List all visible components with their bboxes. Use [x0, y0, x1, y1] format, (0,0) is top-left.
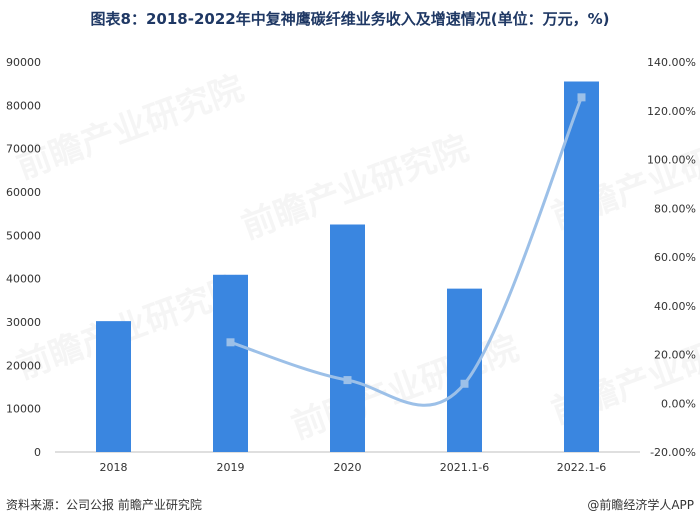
growth-point	[343, 376, 352, 385]
y-left-tick-label: 40000	[6, 273, 41, 286]
y-right-tick-label: 0.00%	[661, 397, 696, 410]
y-right-tick-label: 40.00%	[654, 300, 696, 313]
x-tick-label: 2020	[334, 461, 362, 474]
growth-line	[230, 96, 583, 407]
source-text: 资料来源：公司公报 前瞻产业研究院	[6, 498, 202, 512]
y-right-tick-label: -20.00%	[650, 446, 696, 459]
growth-point	[577, 93, 586, 102]
y-left-tick-label: 50000	[6, 229, 41, 242]
y-left-tick-label: 10000	[6, 403, 41, 416]
y-right-tick-label: 80.00%	[654, 202, 696, 215]
brand-text: @前瞻经济学人APP	[587, 498, 694, 512]
x-tick-label: 2018	[100, 461, 128, 474]
bar	[564, 81, 599, 452]
x-tick-label: 2022.1-6	[557, 461, 606, 474]
x-tick-label: 2021.1-6	[440, 461, 489, 474]
bar	[213, 274, 248, 452]
growth-point	[226, 338, 235, 347]
chart-title: 图表8：2018-2022年中复神鹰碳纤维业务收入及增速情况(单位：万元，%)	[90, 10, 610, 28]
y-left-tick-label: 20000	[6, 359, 41, 372]
y-left-tick-label: 0	[34, 446, 41, 459]
y-left-tick-label: 80000	[6, 99, 41, 112]
y-right-tick-label: 20.00%	[654, 349, 696, 362]
y-left-tick-label: 60000	[6, 186, 41, 199]
y-right-tick-label: 100.00%	[647, 154, 696, 167]
bar	[447, 288, 482, 452]
y-left-tick-label: 90000	[6, 56, 41, 69]
y-right-tick-label: 60.00%	[654, 251, 696, 264]
x-tick-label: 2019	[217, 461, 245, 474]
y-left-tick-label: 30000	[6, 316, 41, 329]
bar	[96, 321, 131, 452]
bar	[330, 224, 365, 452]
y-right-tick-label: 120.00%	[647, 105, 696, 118]
growth-point	[460, 379, 469, 388]
y-left-tick-label: 70000	[6, 143, 41, 156]
y-right-tick-label: 140.00%	[647, 56, 696, 69]
